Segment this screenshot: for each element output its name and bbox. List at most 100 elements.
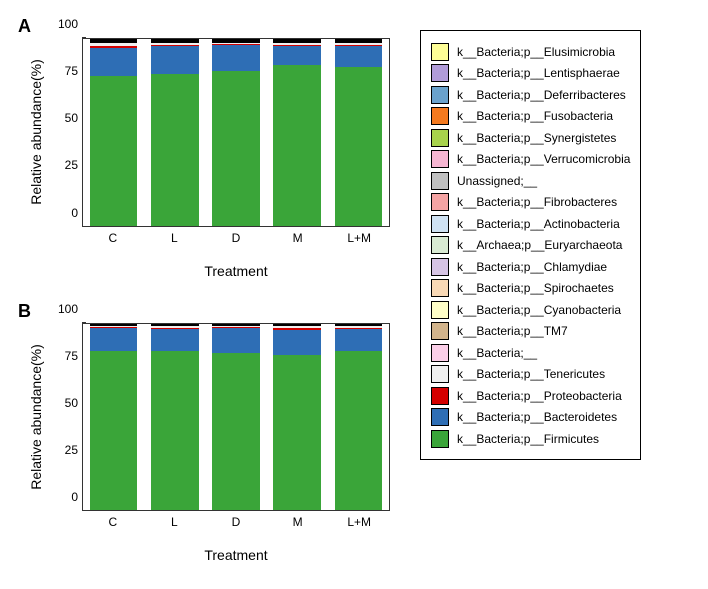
bar [90,324,138,511]
bar-segment-firmicutes [90,351,138,510]
legend-label: Unassigned;__ [457,174,537,188]
bar-segment-firmicutes [212,353,260,510]
legend-label: k__Bacteria;p__Verrucomicrobia [457,152,630,166]
legend-label: k__Bacteria;p__Lentisphaerae [457,66,620,80]
x-tick-label: L+M [347,231,371,245]
legend-box: k__Bacteria;p__Elusimicrobia k__Bacteria;… [420,30,641,460]
legend-swatch [431,365,449,383]
bar [212,39,260,226]
legend-swatch [431,64,449,82]
y-tick-label: 50 [50,111,78,125]
legend-swatch [431,387,449,405]
legend-label: k__Bacteria;p__Elusimicrobia [457,45,615,59]
bar-segment-firmicutes [151,74,199,225]
legend-item: k__Bacteria;p__Verrucomicrobia [431,150,630,168]
bar-segment-firmicutes [273,65,321,225]
bar-segment-firmicutes [273,355,321,510]
legend-swatch [431,258,449,276]
y-tick-label: 50 [50,396,78,410]
bar-segment-bacteroidetes [151,46,199,74]
legend-label: k__Bacteria;__ [457,346,537,360]
legend-label: k__Bacteria;p__TM7 [457,324,568,338]
legend-label: k__Bacteria;p__Synergistetes [457,131,616,145]
bar [273,324,321,511]
legend-label: k__Bacteria;p__Fusobacteria [457,109,613,123]
bar [151,324,199,511]
legend-item: Unassigned;__ [431,172,630,190]
bar-segment-bacteroidetes [335,46,383,67]
y-axis: 0255075100 [50,323,82,512]
plot-area [82,38,390,227]
legend-item: k__Bacteria;p__Fibrobacteres [431,193,630,211]
x-axis-label: Treatment [204,263,267,279]
legend-swatch [431,86,449,104]
chart-panel-B: BRelative abundance(%)0255075100CLDML+MT… [10,295,400,570]
legend-item: k__Bacteria;p__Proteobacteria [431,387,630,405]
y-tick-label: 100 [50,302,78,316]
legend-label: k__Bacteria;p__Proteobacteria [457,389,622,403]
x-axis: CLDML+MTreatment [82,227,390,285]
bar [335,324,383,511]
legend-swatch [431,215,449,233]
plot-area [82,323,390,512]
y-tick-label: 75 [50,64,78,78]
legend-item: k__Bacteria;__ [431,344,630,362]
legend-swatch [431,430,449,448]
legend-item: k__Bacteria;p__Spirochaetes [431,279,630,297]
x-tick-label: L [171,515,178,529]
legend-swatch [431,107,449,125]
bar-segment-bacteroidetes [273,46,321,66]
figure-container: ARelative abundance(%)0255075100CLDML+MT… [0,0,708,589]
legend-swatch [431,172,449,190]
x-axis-label: Treatment [204,547,267,563]
x-tick-label: L+M [347,515,371,529]
y-tick-label: 100 [50,17,78,31]
legend-item: k__Bacteria;p__Synergistetes [431,129,630,147]
legend-swatch [431,193,449,211]
legend-item: k__Bacteria;p__Tenericutes [431,365,630,383]
x-tick-label: C [108,515,117,529]
legend-item: k__Bacteria;p__Deferribacteres [431,86,630,104]
y-tick-label: 0 [50,206,78,220]
bar [335,39,383,226]
legend-item: k__Bacteria;p__Chlamydiae [431,258,630,276]
panel-label: B [18,301,31,322]
bar-segment-firmicutes [151,351,199,510]
legend-item: k__Bacteria;p__Elusimicrobia [431,43,630,61]
legend-label: k__Bacteria;p__Deferribacteres [457,88,626,102]
bar-segment-firmicutes [90,76,138,225]
x-tick-label: C [108,231,117,245]
y-tick-label: 0 [50,490,78,504]
bar-segment-firmicutes [335,67,383,226]
bar-segment-bacteroidetes [90,48,138,76]
legend-swatch [431,43,449,61]
x-tick-label: M [293,231,303,245]
y-tick-label: 75 [50,349,78,363]
bar-segment-bacteroidetes [90,328,138,351]
legend-swatch [431,322,449,340]
legend-swatch [431,279,449,297]
legend-label: k__Bacteria;p__Firmicutes [457,432,599,446]
bar [90,39,138,226]
x-tick-label: M [293,515,303,529]
y-tick-label: 25 [50,443,78,457]
bar-segment-bacteroidetes [212,328,260,353]
bar-segment-bacteroidetes [151,329,199,351]
legend-item: k__Bacteria;p__Lentisphaerae [431,64,630,82]
y-axis: 0255075100 [50,38,82,227]
legend-item: k__Archaea;p__Euryarchaeota [431,236,630,254]
x-tick-label: D [232,515,241,529]
legend-label: k__Bacteria;p__Tenericutes [457,367,605,381]
legend-item: k__Bacteria;p__Actinobacteria [431,215,630,233]
legend-item: k__Bacteria;p__Firmicutes [431,430,630,448]
x-axis: C L D M L+M Treatment [82,511,390,569]
y-tick-label: 25 [50,158,78,172]
legend-item: k__Bacteria;p__TM7 [431,322,630,340]
panel-label: A [18,16,31,37]
x-tick-label: L [171,231,178,245]
legend-label: k__Bacteria;p__Fibrobacteres [457,195,617,209]
legend-swatch [431,150,449,168]
legend-label: k__Bacteria;p__Bacteroidetes [457,410,617,424]
bar-segment-firmicutes [212,71,260,226]
legend-column: k__Bacteria;p__Elusimicrobia k__Bacteria;… [400,0,708,589]
